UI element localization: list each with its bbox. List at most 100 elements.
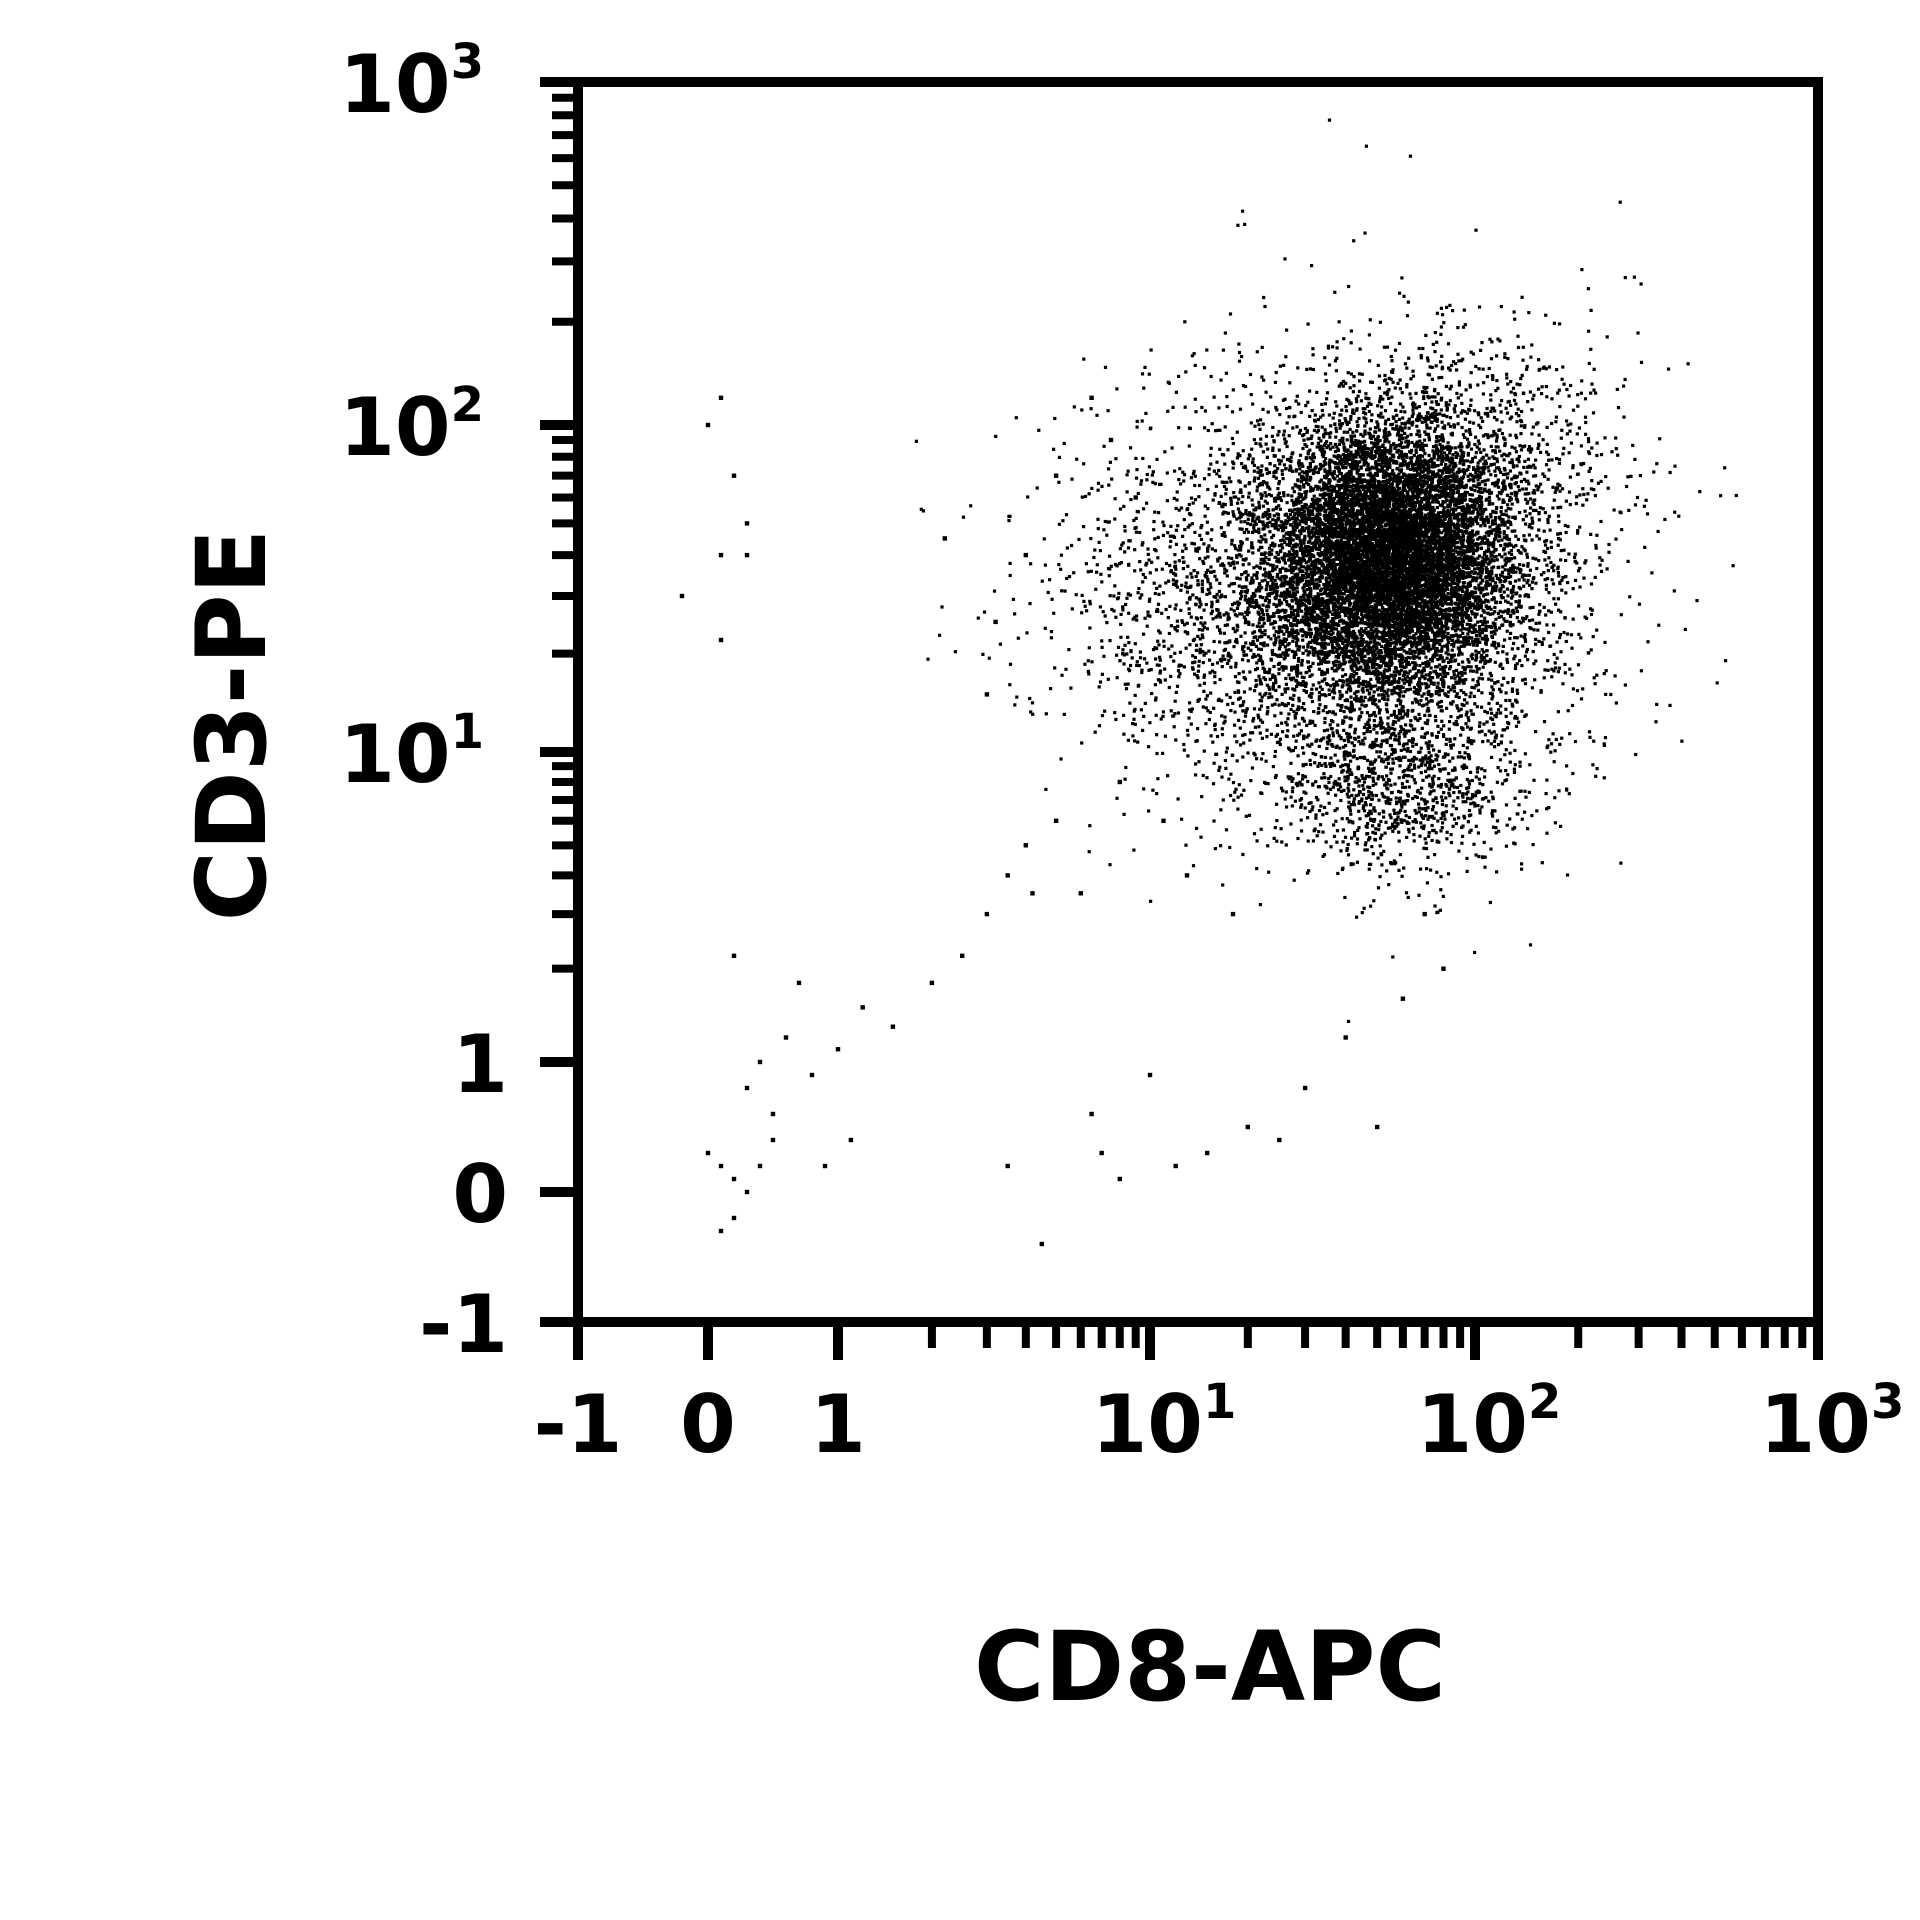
data-point (1388, 635, 1392, 639)
data-point (1506, 594, 1510, 598)
data-point (1331, 604, 1335, 608)
data-point (1366, 531, 1370, 535)
data-point (1317, 652, 1321, 656)
data-point (1349, 473, 1353, 477)
data-point (1459, 411, 1463, 415)
data-point (1518, 444, 1522, 448)
data-point (1399, 470, 1403, 474)
data-point (1331, 661, 1335, 665)
data-point (1355, 420, 1359, 424)
data-point (1414, 450, 1418, 454)
data-point (1353, 517, 1357, 521)
data-point (1349, 372, 1353, 376)
data-point (1460, 553, 1464, 557)
data-point (1349, 526, 1353, 530)
data-point (1365, 404, 1370, 408)
data-point (1395, 413, 1399, 417)
data-point (1423, 611, 1427, 615)
data-point (1517, 720, 1521, 724)
data-point (1329, 567, 1333, 571)
data-point (1376, 404, 1380, 408)
data-point (1427, 700, 1431, 704)
data-point (1387, 496, 1391, 500)
data-point (1257, 527, 1261, 531)
data-point (1364, 417, 1368, 421)
data-point (1294, 520, 1298, 524)
data-point (1513, 490, 1517, 494)
data-point (1476, 679, 1480, 684)
data-point (1565, 432, 1569, 436)
data-point (1465, 701, 1469, 705)
data-point (1343, 613, 1347, 618)
data-point (1348, 594, 1353, 598)
data-point (1459, 393, 1463, 397)
data-point (1400, 421, 1404, 426)
data-point (1252, 523, 1256, 527)
data-point (1344, 512, 1348, 516)
data-point (1383, 450, 1387, 454)
data-point (1499, 505, 1503, 510)
data-point (1383, 510, 1387, 514)
data-point (1406, 520, 1410, 525)
data-point (1327, 444, 1331, 448)
data-point (1319, 541, 1323, 545)
data-point (1441, 437, 1445, 441)
data-point (1474, 634, 1479, 638)
data-point (1481, 636, 1485, 640)
data-point (1322, 484, 1326, 488)
data-point (1247, 601, 1251, 605)
data-point (1360, 703, 1364, 707)
data-point (1377, 386, 1381, 390)
data-point (1420, 635, 1424, 639)
data-point (1441, 547, 1446, 551)
data-point (1388, 509, 1392, 513)
data-point (1396, 493, 1400, 497)
data-point (1310, 673, 1314, 677)
data-point (1420, 608, 1425, 612)
data-point (1434, 649, 1438, 653)
data-point (1225, 569, 1229, 573)
data-point (1477, 625, 1481, 629)
data-point (1435, 556, 1439, 560)
data-point (1573, 578, 1578, 582)
data-point (1313, 413, 1317, 417)
data-point (1306, 595, 1310, 600)
data-point (1215, 592, 1219, 597)
data-point (1490, 522, 1494, 526)
data-point (1402, 487, 1406, 491)
data-point (1483, 634, 1487, 638)
data-point (1456, 604, 1460, 608)
data-point (1361, 594, 1365, 598)
data-point (1291, 552, 1295, 557)
data-point (1467, 534, 1471, 538)
data-point (1518, 594, 1522, 598)
data-point (1381, 726, 1385, 730)
data-point (1335, 512, 1340, 516)
data-point (1492, 415, 1497, 420)
data-point (1440, 560, 1444, 565)
data-point (1283, 690, 1287, 694)
data-point (1398, 502, 1402, 506)
data-point (1457, 501, 1461, 506)
data-point (1395, 424, 1399, 428)
data-point (1467, 465, 1471, 469)
data-point (1477, 604, 1481, 608)
data-point (1460, 606, 1464, 610)
data-point (1522, 477, 1527, 481)
data-point (1382, 655, 1386, 659)
data-point (1448, 424, 1453, 429)
data-point (1274, 518, 1278, 523)
data-point (1365, 468, 1369, 472)
data-point (1340, 457, 1344, 461)
data-point (1516, 549, 1520, 553)
data-point (1314, 526, 1318, 530)
data-point (1556, 670, 1560, 674)
data-point (1271, 518, 1275, 522)
data-point (1520, 664, 1524, 668)
data-point (1423, 599, 1427, 603)
data-point (1332, 558, 1336, 562)
data-point (1505, 629, 1509, 633)
data-point (1256, 470, 1260, 474)
data-point (1417, 638, 1421, 642)
data-point (1470, 503, 1474, 508)
